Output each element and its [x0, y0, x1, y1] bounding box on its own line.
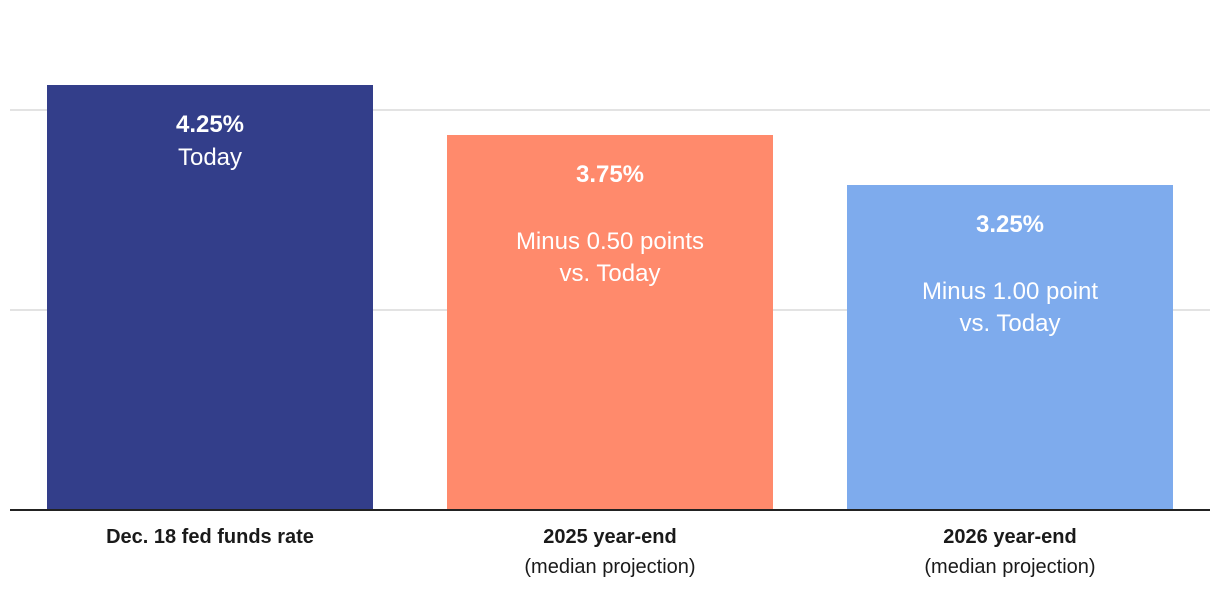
- category-sublabel: (median projection): [524, 556, 695, 578]
- category-labels: Dec. 18 fed funds rate 2025 year-end (medi…: [106, 526, 1096, 578]
- bar-1: [47, 85, 373, 510]
- bar-annotation: Today: [178, 144, 242, 171]
- bar-annotation: Minus 1.00 point: [922, 278, 1098, 305]
- bar-annotation: Minus 0.50 points: [516, 228, 704, 255]
- bar-2: [447, 135, 773, 510]
- category-label: 2026 year-end: [943, 526, 1076, 548]
- category-sublabel: (median projection): [924, 556, 1095, 578]
- category-label: 2025 year-end: [543, 526, 676, 548]
- bar-3: [847, 185, 1173, 510]
- bar-annotation: vs. Today: [560, 260, 661, 287]
- bar-annotation: vs. Today: [960, 310, 1061, 337]
- category-label: Dec. 18 fed funds rate: [106, 526, 314, 548]
- bar-value-label: 3.25%: [976, 211, 1044, 238]
- bar-value-label: 3.75%: [576, 161, 644, 188]
- bars: 4.25% Today 3.75% Minus 0.50 points vs. Toda…: [47, 85, 1173, 510]
- bar-value-label: 4.25%: [176, 111, 244, 138]
